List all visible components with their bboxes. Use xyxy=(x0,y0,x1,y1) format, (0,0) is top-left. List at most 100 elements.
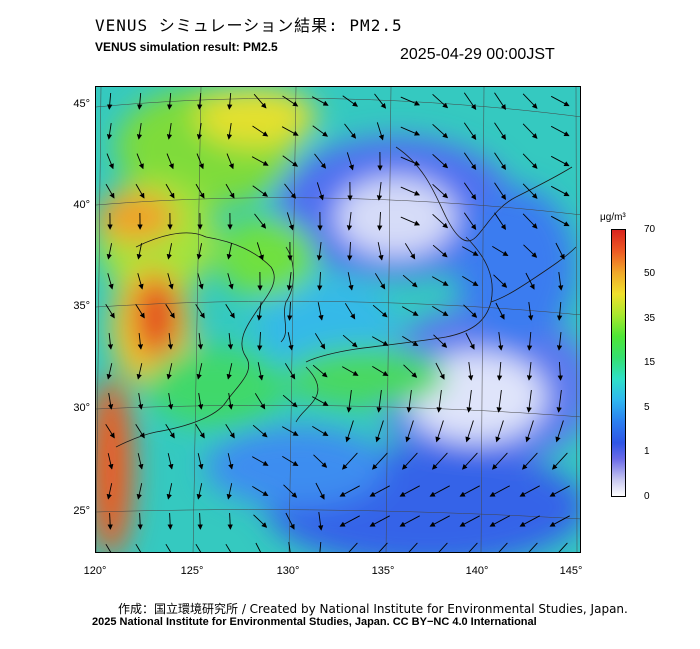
wind-arrow xyxy=(495,420,504,443)
wind-arrow xyxy=(196,243,203,260)
wind-arrow xyxy=(105,183,115,199)
wind-arrow xyxy=(197,512,203,530)
wind-arrow xyxy=(550,215,570,227)
wind-arrow xyxy=(492,246,509,257)
wind-arrow xyxy=(227,273,234,290)
wind-arrow xyxy=(432,183,449,199)
wind-arrow xyxy=(197,453,204,470)
wind-arrow xyxy=(342,334,358,348)
wind-arrow xyxy=(345,420,354,443)
wind-arrow xyxy=(251,456,269,466)
wind-arrow xyxy=(461,452,478,470)
wind-arrow xyxy=(317,512,324,531)
wind-arrow xyxy=(281,126,299,136)
wind-arrow xyxy=(557,272,564,291)
wind-arrow xyxy=(312,426,329,437)
wind-arrow xyxy=(462,276,479,287)
wind-arrow xyxy=(282,456,299,467)
wind-arrow xyxy=(105,543,112,552)
wind-arrow xyxy=(167,393,174,410)
wind-arrow xyxy=(522,213,538,229)
colorbar-tick-35: 35 xyxy=(644,313,656,324)
wind-arrow xyxy=(468,542,478,552)
colorbar-tick-15: 15 xyxy=(644,357,656,368)
wind-arrow xyxy=(227,453,234,470)
page-title-jp: VENUS シミュレーション結果: PM2.5 xyxy=(95,16,403,35)
wind-arrow xyxy=(165,424,175,439)
lat-label-40: 40° xyxy=(73,199,90,211)
wind-arrow xyxy=(550,125,570,137)
wind-arrow xyxy=(282,95,299,107)
wind-arrow xyxy=(404,243,416,260)
wind-arrow xyxy=(519,515,540,527)
wind-arrow xyxy=(372,304,388,318)
wind-arrow xyxy=(498,542,508,552)
wind-arrow xyxy=(107,393,114,410)
wind-arrow xyxy=(522,93,538,109)
lon-label-130: 130° xyxy=(276,565,300,577)
wind-arrow xyxy=(282,155,299,167)
wind-arrow xyxy=(489,515,510,527)
colorbar-tick-70: 70 xyxy=(644,224,656,235)
wind-arrow xyxy=(377,242,384,261)
wind-arrow xyxy=(406,390,412,413)
pm25-map xyxy=(95,86,581,553)
wind-arrow xyxy=(167,92,173,110)
wind-arrow xyxy=(197,333,204,350)
wind-arrow xyxy=(137,273,144,290)
wind-arrow xyxy=(195,183,205,199)
wind-arrow xyxy=(432,244,448,258)
wind-arrow xyxy=(283,484,298,498)
wind-arrow xyxy=(107,273,114,290)
wind-arrow xyxy=(429,515,450,527)
wind-arrow xyxy=(227,393,234,410)
wind-arrow xyxy=(135,183,145,199)
wind-arrow xyxy=(254,393,266,410)
wind-arrow xyxy=(432,213,449,229)
wind-arrow xyxy=(315,482,325,500)
wind-arrow xyxy=(319,541,322,552)
wind-arrow xyxy=(400,216,421,226)
wind-arrow xyxy=(438,542,448,552)
wind-arrow xyxy=(346,212,353,231)
lat-label-35: 35° xyxy=(73,300,90,312)
wind-arrow xyxy=(347,241,353,261)
colorbar-tick-5: 5 xyxy=(644,402,650,413)
colorbar-tick-0: 0 xyxy=(644,491,650,502)
wind-arrow xyxy=(339,515,360,527)
wind-arrow xyxy=(466,390,472,413)
wind-arrow xyxy=(432,306,449,317)
wind-arrow xyxy=(459,515,480,527)
wind-arrow xyxy=(525,420,534,443)
wind-arrow xyxy=(463,212,477,230)
wind-arrow xyxy=(166,123,173,140)
wind-arrow xyxy=(197,92,203,110)
wind-arrow xyxy=(526,362,533,381)
wind-arrow xyxy=(135,543,142,552)
wind-arrow xyxy=(528,542,538,552)
wind-arrow xyxy=(374,273,386,290)
wind-arrow xyxy=(558,542,568,552)
wind-arrow xyxy=(286,212,294,231)
credit-creator: 作成：国立環境研究所 / Created by National Institu… xyxy=(118,602,628,616)
wind-arrow xyxy=(256,302,263,321)
wind-arrow xyxy=(106,123,113,140)
wind-arrow xyxy=(371,336,389,346)
wind-arrow xyxy=(284,363,296,380)
wind-arrow xyxy=(378,542,388,552)
wind-arrow xyxy=(165,303,175,319)
wind-arrow xyxy=(494,152,506,171)
wind-arrow xyxy=(196,363,203,380)
wind-arrow xyxy=(344,123,357,139)
wind-arrow xyxy=(341,366,359,376)
wind-arrow xyxy=(465,420,474,443)
wind-arrow xyxy=(376,182,383,201)
wind-arrow xyxy=(286,272,293,291)
wind-arrow xyxy=(287,301,293,321)
wind-arrow xyxy=(463,152,477,170)
wind-arrow xyxy=(435,420,444,443)
wind-arrow xyxy=(137,453,144,470)
graticule xyxy=(96,87,580,552)
wind-arrow xyxy=(550,185,570,197)
wind-arrow xyxy=(195,543,202,552)
